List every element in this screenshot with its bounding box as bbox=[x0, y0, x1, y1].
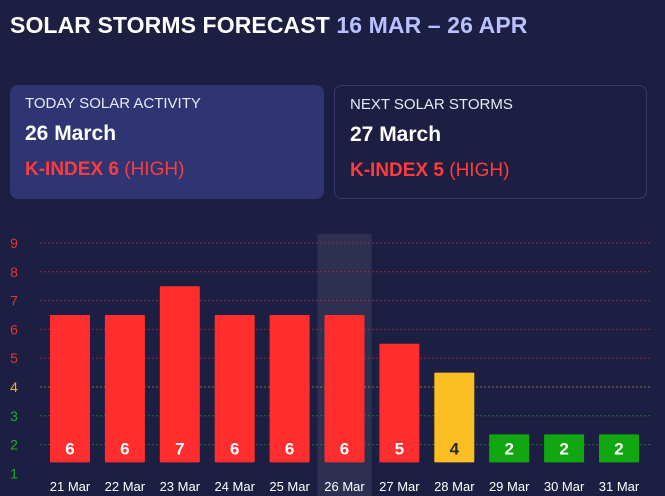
bar bbox=[544, 434, 585, 463]
today-kindex-value: K-INDEX 6 bbox=[25, 159, 119, 180]
next-kindex-level: (HIGH) bbox=[449, 160, 510, 181]
next-label: NEXT SOLAR STORMS bbox=[350, 96, 513, 113]
y-tick-label: 3 bbox=[10, 408, 18, 424]
x-tick-label: 21 Mar bbox=[50, 479, 91, 494]
bar bbox=[104, 315, 145, 463]
next-kindex: K-INDEX 5 (HIGH) bbox=[350, 160, 631, 182]
x-tick-label: 27 Mar bbox=[379, 479, 420, 494]
y-tick-label: 4 bbox=[10, 379, 18, 395]
today-kindex-level: (HIGH) bbox=[124, 159, 185, 180]
bar bbox=[489, 434, 530, 463]
today-label: TODAY SOLAR ACTIVITY bbox=[25, 95, 201, 112]
bar bbox=[324, 315, 365, 463]
bar-value-label: 4 bbox=[450, 439, 460, 458]
x-tick-label: 24 Mar bbox=[214, 479, 255, 494]
page-title: SOLAR STORMS FORECAST 16 MAR – 26 APR bbox=[10, 12, 527, 39]
bar bbox=[159, 286, 200, 463]
bar-value-label: 2 bbox=[504, 439, 513, 458]
bar-value-label: 5 bbox=[395, 439, 404, 458]
x-tick-label: 29 Mar bbox=[489, 479, 530, 494]
bar bbox=[269, 315, 310, 463]
bar-value-label: 6 bbox=[230, 439, 239, 458]
y-tick-label: 9 bbox=[10, 235, 18, 251]
x-tick-label: 30 Mar bbox=[544, 479, 585, 494]
next-kindex-value: K-INDEX 5 bbox=[350, 160, 444, 181]
y-tick-label: 5 bbox=[10, 350, 18, 366]
bar-value-label: 6 bbox=[285, 439, 294, 458]
bar-value-label: 6 bbox=[120, 439, 129, 458]
bar-value-label: 6 bbox=[340, 439, 349, 458]
y-tick-label: 6 bbox=[10, 321, 18, 337]
y-tick-label: 1 bbox=[10, 465, 18, 481]
y-tick-label: 7 bbox=[10, 293, 18, 309]
bar bbox=[50, 315, 90, 463]
x-tick-label: 25 Mar bbox=[269, 479, 310, 494]
bar-value-label: 2 bbox=[559, 439, 568, 458]
bar bbox=[214, 315, 255, 463]
title-text: SOLAR STORMS FORECAST bbox=[10, 12, 330, 38]
bar bbox=[599, 434, 639, 463]
next-storms-card: NEXT SOLAR STORMS 27 March K-INDEX 5 (HI… bbox=[334, 85, 647, 199]
bar-value-label: 7 bbox=[175, 439, 184, 458]
x-tick-label: 26 Mar bbox=[324, 479, 365, 494]
x-tick-label: 31 Mar bbox=[599, 479, 640, 494]
next-date: 27 March bbox=[350, 123, 442, 146]
y-tick-label: 2 bbox=[10, 437, 18, 453]
today-activity-card: TODAY SOLAR ACTIVITY 26 March K-INDEX 6 … bbox=[10, 85, 324, 199]
x-tick-label: 28 Mar bbox=[434, 479, 475, 494]
bar-value-label: 2 bbox=[614, 439, 623, 458]
x-tick-label: 22 Mar bbox=[105, 479, 146, 494]
bar bbox=[379, 343, 420, 463]
today-kindex: K-INDEX 6 (HIGH) bbox=[25, 159, 309, 181]
bar bbox=[434, 372, 475, 463]
y-tick-label: 8 bbox=[10, 264, 18, 280]
bar-value-label: 6 bbox=[65, 439, 74, 458]
x-tick-label: 23 Mar bbox=[160, 479, 201, 494]
date-range: 16 MAR – 26 APR bbox=[336, 12, 528, 38]
today-date: 26 March bbox=[25, 122, 117, 145]
